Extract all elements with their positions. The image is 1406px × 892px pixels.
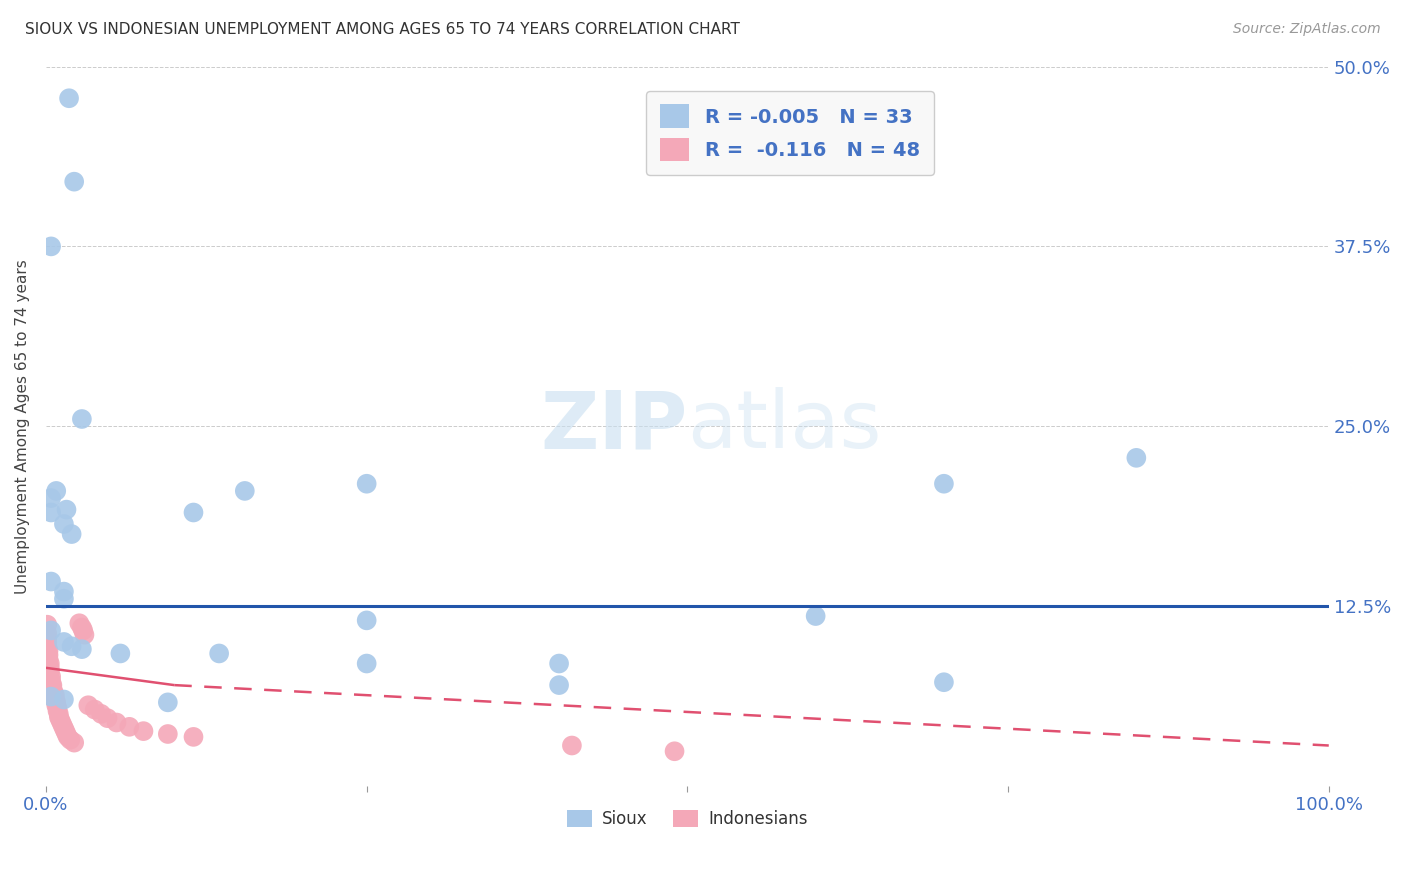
Point [183,506,205,520]
Point [44,688,66,702]
Point [55,727,77,741]
Legend: Sioux, Indonesians: Sioux, Indonesians [561,804,814,835]
Point [46,704,69,718]
Point [52,721,75,735]
Point [39,690,62,704]
Point [37,640,59,654]
Point [83,702,105,716]
Point [58,91,80,105]
Point [49,713,72,727]
Point [38,643,60,657]
Point [52,635,75,649]
Point [39,574,62,589]
Text: Source: ZipAtlas.com: Source: ZipAtlas.com [1233,22,1381,37]
Point [44,692,66,706]
Point [118,720,141,734]
Point [73,628,96,642]
Point [67,616,90,631]
Point [48,710,70,724]
Point [156,727,179,741]
Point [41,681,63,695]
Point [1125,450,1147,465]
Point [39,506,62,520]
Point [52,516,75,531]
Point [77,698,100,713]
Point [59,732,82,747]
Point [70,642,93,657]
Point [664,744,686,758]
Point [548,657,571,671]
Point [208,647,231,661]
Text: atlas: atlas [688,387,882,466]
Point [932,675,955,690]
Point [41,678,63,692]
Point [45,695,67,709]
Point [56,730,79,744]
Point [183,730,205,744]
Point [96,711,118,725]
Point [63,175,86,189]
Point [110,647,132,661]
Point [37,626,59,640]
Y-axis label: Unemployment Among Ages 65 to 74 years: Unemployment Among Ages 65 to 74 years [15,259,30,593]
Text: SIOUX VS INDONESIAN UNEMPLOYMENT AMONG AGES 65 TO 74 YEARS CORRELATION CHART: SIOUX VS INDONESIAN UNEMPLOYMENT AMONG A… [25,22,740,37]
Point [53,724,76,739]
Point [70,412,93,426]
Point [48,706,70,721]
Point [38,648,60,662]
Point [356,476,378,491]
Point [39,673,62,688]
Point [63,736,86,750]
Point [156,695,179,709]
Point [72,624,94,638]
Point [60,527,83,541]
Point [132,724,155,739]
Point [52,692,75,706]
Point [548,678,571,692]
Point [356,657,378,671]
Point [39,669,62,683]
Point [38,652,60,666]
Point [51,715,73,730]
Point [42,685,65,699]
Point [39,624,62,638]
Point [90,706,112,721]
Point [37,635,59,649]
Point [52,591,75,606]
Point [45,698,67,713]
Point [38,665,60,680]
Point [932,476,955,491]
Point [561,739,583,753]
Point [60,640,83,654]
Point [38,661,60,675]
Point [37,617,59,632]
Text: ZIP: ZIP [540,387,688,466]
Point [70,621,93,635]
Point [37,631,59,645]
Point [52,718,75,732]
Point [39,491,62,505]
Point [46,701,69,715]
Point [38,657,60,671]
Point [356,613,378,627]
Point [55,502,77,516]
Point [52,584,75,599]
Point [233,483,256,498]
Point [105,715,128,730]
Point [45,483,67,498]
Point [804,609,827,624]
Point [39,239,62,253]
